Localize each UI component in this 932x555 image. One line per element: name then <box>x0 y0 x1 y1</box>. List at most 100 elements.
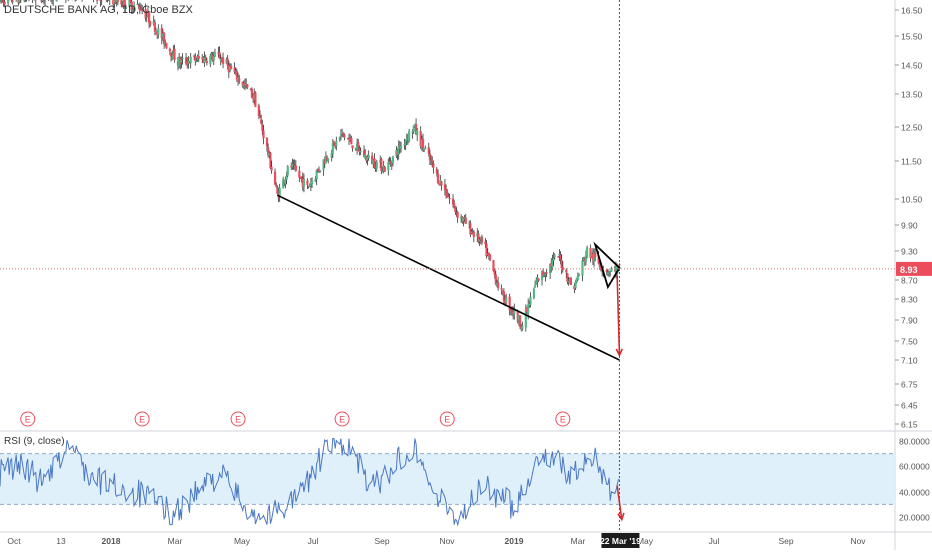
price-tick-label: 10.50 <box>901 195 923 205</box>
candle-body[interactable] <box>453 203 455 205</box>
candle-body[interactable] <box>529 297 531 305</box>
price-tick-label: 6.15 <box>901 420 918 430</box>
candle-body[interactable] <box>149 21 151 25</box>
candle-body[interactable] <box>295 165 297 170</box>
candle-body[interactable] <box>230 66 232 69</box>
candle-body[interactable] <box>169 49 171 51</box>
candle-body[interactable] <box>222 58 224 64</box>
candle-body[interactable] <box>586 247 588 256</box>
candle-body[interactable] <box>497 282 499 288</box>
candle-body[interactable] <box>206 61 208 63</box>
candle-body[interactable] <box>319 170 321 171</box>
candle-body[interactable] <box>173 49 175 60</box>
candle-body[interactable] <box>578 274 580 275</box>
candle-body[interactable] <box>368 155 370 158</box>
candle-body[interactable] <box>12 1 14 2</box>
candle-body[interactable] <box>351 145 353 148</box>
earnings-marker[interactable]: E <box>231 412 245 426</box>
candle-body[interactable] <box>214 53 216 56</box>
candle-body[interactable] <box>437 174 439 184</box>
candle-body[interactable] <box>270 167 272 171</box>
candle-body[interactable] <box>117 0 119 2</box>
price-target-arrow[interactable] <box>616 275 622 355</box>
earnings-marker[interactable]: E <box>335 412 349 426</box>
candle-body[interactable] <box>534 286 536 288</box>
candle-body[interactable] <box>165 43 167 48</box>
time-tick-label: Sep <box>374 536 389 546</box>
earnings-marker[interactable]: E <box>556 412 570 426</box>
rsi-band-layer <box>0 454 895 505</box>
time-tick-label: Oct <box>7 536 21 546</box>
candle-body[interactable] <box>562 267 564 270</box>
price-tick-label: 9.30 <box>901 247 918 257</box>
candle-body[interactable] <box>376 162 378 169</box>
candle-body[interactable] <box>457 212 459 218</box>
earnings-marker[interactable]: E <box>21 412 35 426</box>
candle-body[interactable] <box>303 179 305 187</box>
candle-body[interactable] <box>182 58 184 59</box>
candle-body[interactable] <box>432 163 434 168</box>
earnings-marker[interactable]: E <box>440 412 454 426</box>
candle-body[interactable] <box>408 131 410 141</box>
candle-body[interactable] <box>238 78 240 81</box>
candle-body[interactable] <box>400 146 402 149</box>
candle-body[interactable] <box>505 298 507 303</box>
candle-body[interactable] <box>311 181 313 185</box>
annotations-layer[interactable] <box>0 0 895 532</box>
candle-body[interactable] <box>577 276 579 280</box>
candle-body[interactable] <box>254 92 256 107</box>
time-tick-label: 2019 <box>505 536 524 546</box>
candle-body[interactable] <box>448 198 450 199</box>
rsi-title: RSI (9, close) <box>4 436 65 447</box>
candle-body[interactable] <box>416 130 418 135</box>
candle-body[interactable] <box>306 180 308 184</box>
candle-body[interactable] <box>384 167 386 171</box>
candle-body[interactable] <box>581 261 583 276</box>
candle-body[interactable] <box>350 138 352 144</box>
time-tick-label: Jul <box>308 536 319 546</box>
candle-body[interactable] <box>7 0 9 3</box>
candle-body[interactable] <box>473 231 475 236</box>
candle-body[interactable] <box>424 148 426 149</box>
candle-body[interactable] <box>298 171 300 178</box>
time-tick-label: Nov <box>850 536 866 546</box>
candle-body[interactable] <box>521 326 523 330</box>
candle-body[interactable] <box>440 181 442 185</box>
candle-body[interactable] <box>465 217 467 224</box>
candle-body[interactable] <box>546 273 548 274</box>
candle-body[interactable] <box>287 166 289 175</box>
candle-body[interactable] <box>198 56 200 59</box>
candle-body[interactable] <box>56 0 58 1</box>
candle-body[interactable] <box>554 255 556 257</box>
candle-body[interactable] <box>533 289 535 298</box>
candle-body[interactable] <box>481 237 483 243</box>
candle-body[interactable] <box>422 139 424 148</box>
candle-body[interactable] <box>594 253 596 258</box>
candle-body[interactable] <box>190 57 192 63</box>
candle-body[interactable] <box>262 130 264 138</box>
price-tick-label: 14.50 <box>901 61 923 71</box>
candle-body[interactable] <box>565 270 567 273</box>
price-tick-label: 12.50 <box>901 123 923 133</box>
rsi-tick-label: 20.0000 <box>899 513 930 523</box>
candle-body[interactable] <box>157 28 159 35</box>
time-tick-label: Jul <box>709 536 720 546</box>
candle-body[interactable] <box>359 151 361 152</box>
candles-layer[interactable] <box>0 0 621 332</box>
candle-body[interactable] <box>335 141 337 146</box>
candle-body[interactable] <box>537 278 539 280</box>
candle-body[interactable] <box>489 254 491 260</box>
candle-body[interactable] <box>343 134 345 137</box>
price-tick-label: 11.50 <box>901 157 922 167</box>
candle-body[interactable] <box>327 159 329 160</box>
price-tick-label: 15.50 <box>901 32 923 42</box>
candle-body[interactable] <box>500 288 502 290</box>
earnings-marker[interactable]: E <box>135 412 149 426</box>
candle-body[interactable] <box>570 278 572 285</box>
candle-body[interactable] <box>246 84 248 87</box>
candle-body[interactable] <box>392 156 394 163</box>
price-tick-label: 8.30 <box>901 295 918 305</box>
